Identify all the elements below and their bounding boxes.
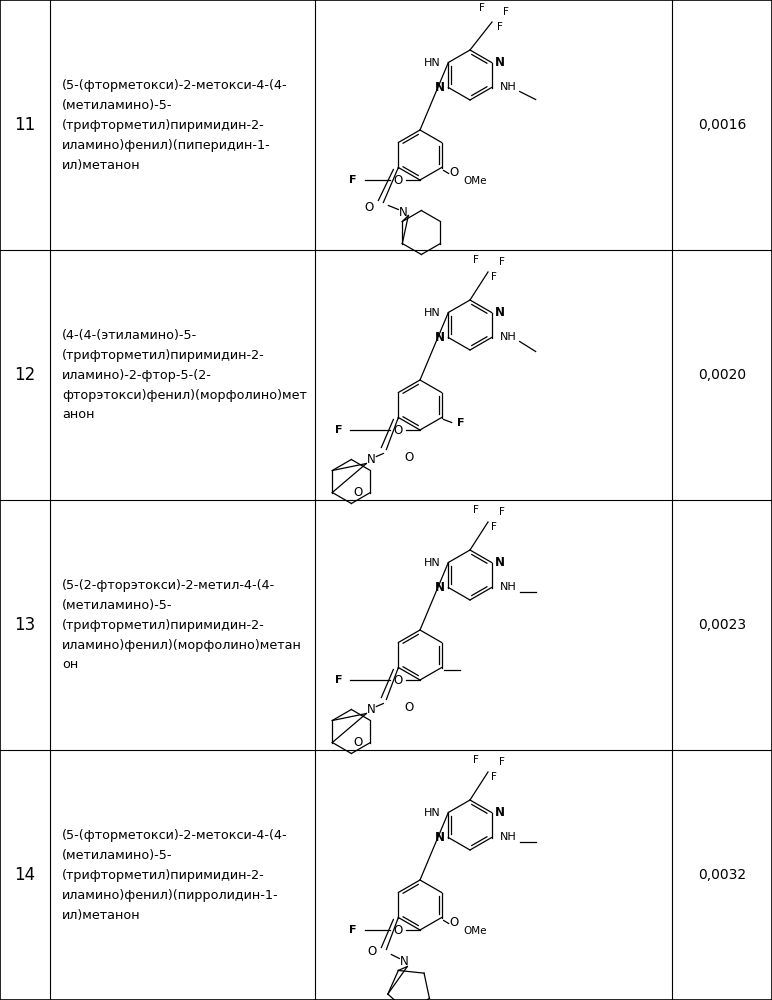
Text: F: F xyxy=(491,522,497,532)
Text: N: N xyxy=(435,331,445,344)
Text: N: N xyxy=(495,56,505,69)
Text: N: N xyxy=(435,81,445,94)
Text: F: F xyxy=(350,925,357,935)
Text: O: O xyxy=(394,674,403,686)
Text: N: N xyxy=(367,453,376,466)
Text: F: F xyxy=(491,772,497,782)
Text: F: F xyxy=(491,272,497,282)
Text: 0,0016: 0,0016 xyxy=(698,118,747,132)
Text: F: F xyxy=(350,175,357,185)
Text: 0,0020: 0,0020 xyxy=(698,368,746,382)
Text: F: F xyxy=(497,22,503,32)
Text: O: O xyxy=(367,945,377,958)
Text: (5-(фторметокси)-2-метокси-4-(4-
(метиламино)-5-
(трифторметил)пиримидин-2-
илам: (5-(фторметокси)-2-метокси-4-(4- (метила… xyxy=(62,79,288,172)
Text: F: F xyxy=(473,255,479,265)
Text: NH: NH xyxy=(499,332,516,342)
Text: NH: NH xyxy=(499,582,516,592)
Text: OMe: OMe xyxy=(464,176,487,186)
Text: (5-(фторметокси)-2-метокси-4-(4-
(метиламино)-5-
(трифторметил)пиримидин-2-
илам: (5-(фторметокси)-2-метокси-4-(4- (метила… xyxy=(62,828,288,922)
Text: F: F xyxy=(499,507,505,517)
Text: 12: 12 xyxy=(15,366,36,384)
Text: F: F xyxy=(473,755,479,765)
Text: N: N xyxy=(495,306,505,319)
Text: O: O xyxy=(394,924,403,936)
Text: O: O xyxy=(449,166,459,179)
Text: O: O xyxy=(354,486,363,499)
Text: O: O xyxy=(405,701,414,714)
Text: N: N xyxy=(399,206,408,219)
Text: 0,0032: 0,0032 xyxy=(698,868,746,882)
Text: F: F xyxy=(334,675,342,685)
Text: N: N xyxy=(400,955,408,968)
Text: F: F xyxy=(499,257,505,267)
Text: N: N xyxy=(367,703,376,716)
Text: F: F xyxy=(503,7,509,17)
Text: (4-(4-(этиламино)-5-
(трифторметил)пиримидин-2-
иламино)-2-фтор-5-(2-
фторэтокси: (4-(4-(этиламино)-5- (трифторметил)пирим… xyxy=(62,328,307,422)
Text: HN: HN xyxy=(424,558,440,568)
Text: 0,0023: 0,0023 xyxy=(698,618,746,632)
Text: NH: NH xyxy=(499,832,516,842)
Text: 13: 13 xyxy=(15,616,36,634)
Text: F: F xyxy=(457,418,464,428)
Text: HN: HN xyxy=(424,57,440,68)
Text: O: O xyxy=(405,451,414,464)
Text: HN: HN xyxy=(424,308,440,318)
Text: N: N xyxy=(435,831,445,844)
Text: N: N xyxy=(495,556,505,569)
Text: O: O xyxy=(364,201,374,214)
Text: F: F xyxy=(473,505,479,515)
Text: N: N xyxy=(495,806,505,819)
Text: 14: 14 xyxy=(15,866,36,884)
Text: F: F xyxy=(334,425,342,435)
Text: OMe: OMe xyxy=(464,926,487,936)
Text: F: F xyxy=(499,757,505,767)
Text: F: F xyxy=(479,3,485,13)
Text: N: N xyxy=(435,581,445,594)
Text: (5-(2-фторэтокси)-2-метил-4-(4-
(метиламино)-5-
(трифторметил)пиримидин-2-
илами: (5-(2-фторэтокси)-2-метил-4-(4- (метилам… xyxy=(62,578,302,672)
Text: NH: NH xyxy=(499,83,516,93)
Text: O: O xyxy=(354,736,363,749)
Text: O: O xyxy=(449,916,459,929)
Text: O: O xyxy=(394,174,403,186)
Text: HN: HN xyxy=(424,808,440,818)
Text: O: O xyxy=(394,424,403,436)
Text: 11: 11 xyxy=(15,116,36,134)
